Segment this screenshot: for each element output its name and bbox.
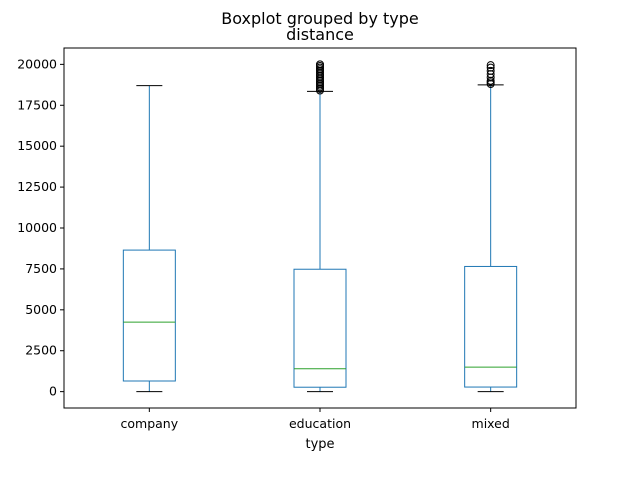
- axes-frame: [63, 47, 577, 409]
- flier-mixed: [486, 63, 495, 72]
- y-tick-label: 17500: [17, 97, 57, 112]
- y-tick-label: 12500: [17, 179, 57, 194]
- x-tick-label-mixed: mixed: [472, 416, 510, 431]
- flier-mixed: [486, 61, 495, 70]
- y-tick-label: 0: [49, 384, 57, 399]
- y-tick-label: 15000: [17, 138, 57, 153]
- y-tick-label: 2500: [25, 343, 57, 358]
- box-education: [293, 268, 347, 388]
- y-tick-label: 10000: [17, 220, 57, 235]
- x-tick-label-education: education: [289, 416, 351, 431]
- box-mixed: [464, 265, 518, 388]
- plot-area: 0 2500 5000 7500 10000 12500 15000 17500 20000 co…: [17, 56, 518, 431]
- x-tick-label-company: company: [121, 416, 179, 431]
- box-company: [122, 249, 176, 382]
- y-tick-label: 20000: [17, 56, 57, 71]
- y-tick-label: 7500: [25, 261, 57, 276]
- chart-title: distance: [286, 25, 354, 44]
- chart-suptitle: Boxplot grouped by type: [221, 9, 419, 28]
- flier-education: [316, 60, 324, 69]
- x-axis-label: type: [305, 437, 334, 452]
- flier-mixed: [486, 66, 495, 75]
- y-tick-label: 5000: [25, 302, 57, 317]
